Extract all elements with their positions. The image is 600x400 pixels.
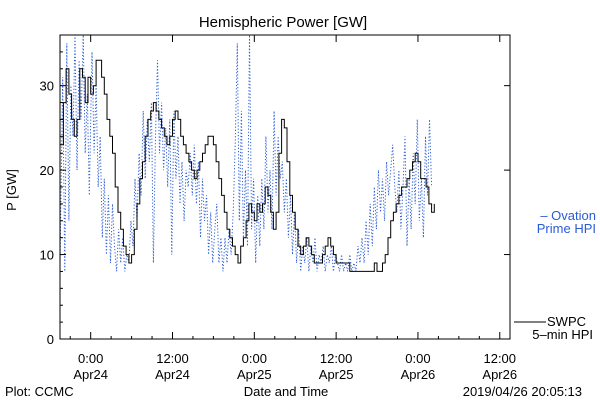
chart-title: Hemispheric Power [GW] xyxy=(199,14,367,31)
x-tick-time-label: 12:00 xyxy=(320,351,353,366)
y-axis-label: P [GW] xyxy=(4,169,19,211)
x-axis-label: Date and Time xyxy=(244,384,329,399)
footer-right: 2019/04/26 20:05:13 xyxy=(463,384,582,399)
y-axis: 0 10 20 30 xyxy=(40,34,510,347)
series-layer xyxy=(60,35,435,272)
x-tick-time-label: 0:00 xyxy=(242,351,267,366)
legend-swpc-line1: SWPC xyxy=(547,314,586,329)
y-tick-label: 20 xyxy=(40,163,54,178)
footer-left: Plot: CCMC xyxy=(5,384,74,399)
x-tick-time-label: 0:00 xyxy=(405,351,430,366)
y-tick-label: 0 xyxy=(47,332,54,347)
y-tick-label: 30 xyxy=(40,79,54,94)
x-tick-time-label: 12:00 xyxy=(156,351,189,366)
series-swpc-line xyxy=(60,59,435,272)
x-tick-date-label: Apr24 xyxy=(155,367,190,382)
x-tick-time-label: 12:00 xyxy=(483,351,516,366)
y-tick-label: 10 xyxy=(40,248,54,263)
x-tick-date-label: Apr26 xyxy=(401,367,436,382)
x-tick-date-label: Apr24 xyxy=(73,367,108,382)
plot-area xyxy=(59,34,511,340)
legend-swpc-line2: 5–min HPI xyxy=(532,327,593,342)
legend: – Ovation Prime HPI SWPC 5–min HPI xyxy=(514,208,596,342)
legend-ovation-line1: – Ovation xyxy=(540,208,596,223)
x-tick-date-label: Apr25 xyxy=(319,367,354,382)
legend-ovation-line2: Prime HPI xyxy=(537,221,596,236)
x-axis: 0:00Apr2412:00Apr240:00Apr2512:00Apr250:… xyxy=(69,35,517,382)
x-tick-time-label: 0:00 xyxy=(78,351,103,366)
plot-frame xyxy=(59,34,511,340)
x-tick-date-label: Apr25 xyxy=(237,367,272,382)
x-tick-date-label: Apr26 xyxy=(482,367,517,382)
